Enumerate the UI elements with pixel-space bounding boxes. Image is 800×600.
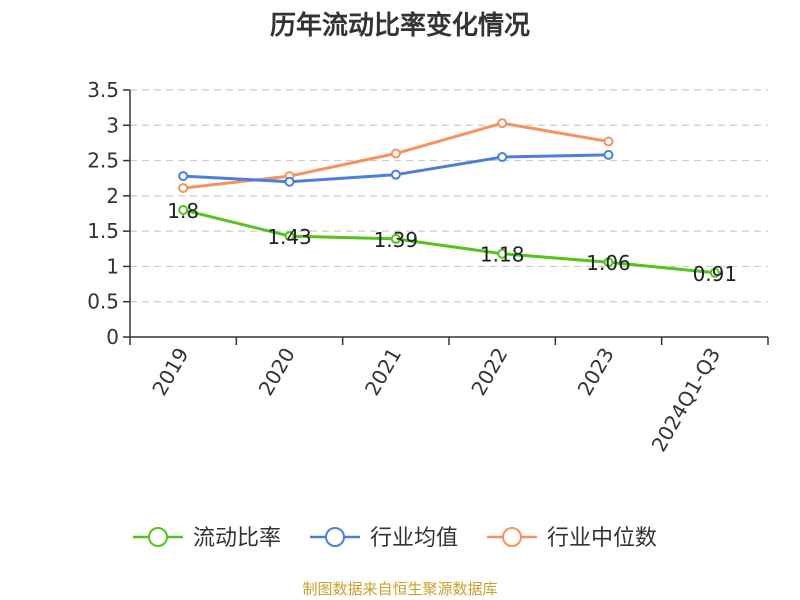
data-point[interactable]: [390, 169, 401, 180]
legend-label: 行业均值: [370, 526, 458, 551]
legend: 流动比率 行业均值 行业中位数: [133, 526, 657, 551]
x-tick-label: 2023: [573, 344, 619, 400]
series-1: 1.8 1.43 1.39 1.18 1.06 0.91: [167, 199, 737, 286]
series-group: 1.8 1.43 1.39 1.18 1.06 0.91: [167, 118, 737, 286]
y-tick-label: 3: [106, 113, 119, 137]
series-2: [178, 149, 614, 187]
source-note: 制图数据来自恒生聚源数据库: [302, 580, 497, 598]
data-label: 1.8: [167, 199, 199, 223]
legend-item-2[interactable]: 行业均值: [310, 526, 458, 551]
y-tick-label: 0.5: [87, 290, 119, 314]
data-point[interactable]: [284, 176, 295, 187]
legend-marker: [148, 527, 168, 547]
data-point[interactable]: [390, 148, 401, 159]
x-tick-label: 2024Q1-Q3: [646, 344, 725, 456]
data-label: 1.39: [374, 228, 419, 252]
y-tick-label: 2.5: [87, 149, 119, 173]
legend-label: 行业中位数: [547, 526, 657, 551]
data-point[interactable]: [390, 233, 401, 244]
data-point[interactable]: [603, 136, 614, 147]
data-point[interactable]: [178, 204, 189, 215]
data-label: 0.91: [693, 262, 738, 286]
data-point[interactable]: [497, 118, 508, 129]
data-point[interactable]: [178, 183, 189, 194]
data-point[interactable]: [497, 152, 508, 163]
y-tick-label: 1: [106, 254, 119, 278]
data-point[interactable]: [284, 231, 295, 242]
data-point[interactable]: [497, 248, 508, 259]
legend-marker: [325, 527, 345, 547]
y-tick-label: 2: [106, 184, 119, 208]
x-tick-label: 2021: [360, 344, 406, 400]
x-tick-label: 2019: [147, 344, 193, 400]
y-tick-label: 0: [106, 325, 119, 349]
legend-label: 流动比率: [193, 526, 281, 551]
x-tick-label: 2022: [466, 343, 512, 399]
data-label: 1.43: [267, 225, 312, 249]
data-point[interactable]: [178, 171, 189, 182]
x-tick-label: 2020: [254, 344, 300, 400]
legend-marker: [502, 527, 522, 547]
data-label: 1.06: [586, 251, 631, 275]
data-point[interactable]: [603, 149, 614, 160]
series-line: [182, 208, 715, 275]
data-point[interactable]: [603, 257, 614, 268]
data-label: 1.18: [480, 243, 525, 267]
y-tick-label: 3.5: [87, 78, 119, 102]
legend-item-1[interactable]: 流动比率: [133, 526, 281, 551]
chart-title: 历年流动比率变化情况: [270, 10, 530, 41]
y-tick-label: 1.5: [87, 219, 119, 243]
legend-item-3[interactable]: 行业中位数: [487, 526, 657, 551]
data-point[interactable]: [709, 267, 720, 278]
